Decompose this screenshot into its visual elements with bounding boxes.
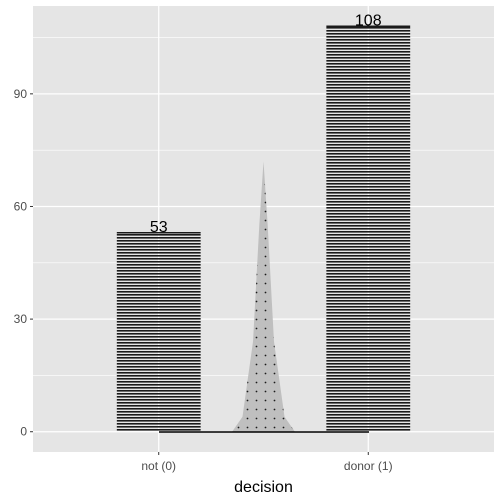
x-axis: not (0) donor (1) <box>141 452 393 473</box>
x-tick-label: donor (1) <box>344 459 393 473</box>
y-tick-label: 30 <box>14 312 28 326</box>
density-overlay <box>232 161 295 432</box>
bar <box>326 26 411 432</box>
x-axis-title: decision <box>234 479 293 496</box>
data-labels: 53 108 <box>150 12 382 235</box>
bar <box>116 232 201 432</box>
data-label: 108 <box>355 12 382 29</box>
data-label: 53 <box>150 219 168 236</box>
x-tick-label: not (0) <box>141 459 176 473</box>
y-tick-label: 60 <box>14 199 28 213</box>
y-axis: 0 30 60 90 <box>14 87 33 439</box>
density-dots <box>232 161 295 432</box>
y-tick-label: 0 <box>20 425 27 439</box>
y-tick-label: 90 <box>14 87 28 101</box>
bars <box>116 25 411 432</box>
